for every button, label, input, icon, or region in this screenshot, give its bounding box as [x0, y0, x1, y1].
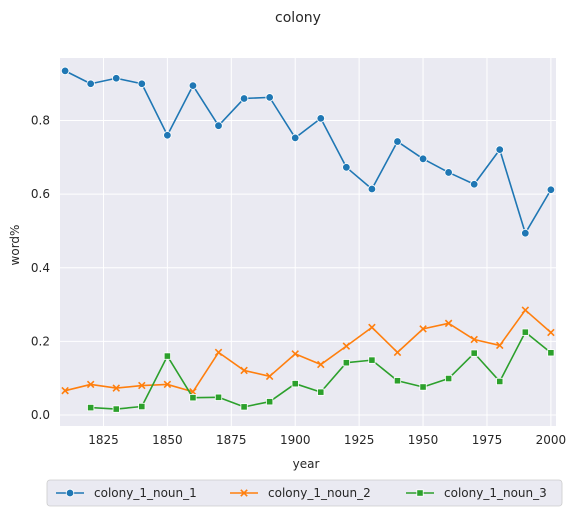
data-point: [87, 404, 93, 410]
legend-label: colony_1_noun_1: [94, 486, 197, 500]
y-tick-label: 0.0: [31, 408, 50, 422]
data-point: [343, 360, 349, 366]
data-point: [164, 353, 170, 359]
data-point: [317, 115, 325, 123]
chart-title: colony: [275, 10, 321, 26]
x-tick-label: 1900: [280, 433, 311, 447]
x-tick-label: 1950: [408, 433, 439, 447]
y-tick-label: 0.4: [31, 261, 50, 275]
data-point: [394, 378, 400, 384]
data-point: [266, 94, 274, 102]
data-point: [241, 404, 247, 410]
data-point: [417, 490, 423, 496]
x-axis-label: year: [293, 457, 320, 471]
data-point: [343, 163, 351, 171]
data-point: [496, 146, 504, 154]
legend-label: colony_1_noun_2: [268, 486, 371, 500]
data-point: [470, 180, 478, 188]
data-point: [240, 95, 248, 103]
data-point: [420, 384, 426, 390]
data-point: [394, 138, 402, 146]
data-point: [189, 82, 197, 90]
plot-area: [60, 58, 556, 426]
data-point: [112, 74, 120, 82]
data-point: [522, 329, 528, 335]
data-point: [419, 155, 427, 163]
data-point: [113, 406, 119, 412]
data-point: [66, 489, 74, 497]
legend: colony_1_noun_1 colony_1_noun_2 colony_1_n…: [47, 480, 562, 506]
data-point: [190, 394, 196, 400]
data-point: [164, 131, 172, 139]
data-point: [471, 350, 477, 356]
data-point: [445, 375, 451, 381]
y-tick-label: 0.2: [31, 334, 50, 348]
legend-label: colony_1_noun_3: [444, 486, 547, 500]
x-tick-label: 1975: [472, 433, 503, 447]
y-tick-label: 0.8: [31, 114, 50, 128]
x-tick-label: 1925: [344, 433, 375, 447]
data-point: [215, 122, 223, 130]
data-point: [291, 134, 299, 142]
data-point: [548, 350, 554, 356]
data-point: [215, 394, 221, 400]
x-tick-label: 1875: [216, 433, 247, 447]
data-point: [87, 80, 95, 88]
data-point: [138, 80, 146, 88]
data-point: [547, 186, 555, 194]
data-point: [139, 403, 145, 409]
data-point: [522, 229, 530, 237]
data-point: [497, 378, 503, 384]
data-point: [266, 399, 272, 405]
x-tick-label: 2000: [536, 433, 567, 447]
y-axis-label: word%: [8, 225, 22, 266]
y-axis-ticks: 0.0 0.2 0.4 0.6 0.8: [31, 114, 50, 422]
data-point: [318, 389, 324, 395]
data-point: [368, 185, 376, 193]
y-tick-label: 0.6: [31, 187, 50, 201]
data-point: [369, 357, 375, 363]
data-point: [292, 380, 298, 386]
data-point: [61, 67, 69, 75]
x-tick-label: 1825: [88, 433, 119, 447]
x-axis-ticks: 1825 1850 1875 1900 1925 1950 1975 2000: [88, 433, 566, 447]
data-point: [445, 169, 453, 177]
x-tick-label: 1850: [152, 433, 183, 447]
